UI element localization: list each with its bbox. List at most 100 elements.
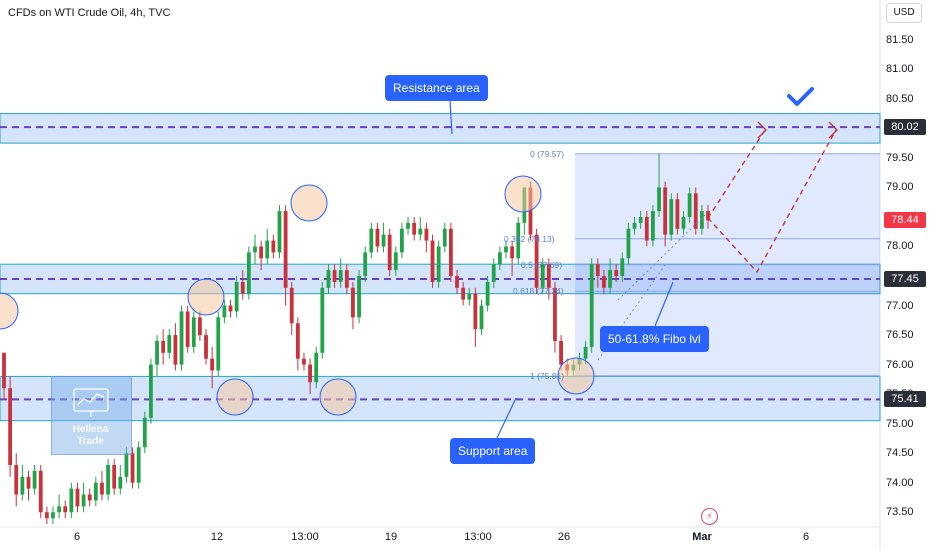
support-pointer xyxy=(496,397,517,439)
candle-body xyxy=(436,246,441,282)
candle-body xyxy=(100,482,104,495)
candle-body xyxy=(614,270,619,276)
candle-body xyxy=(81,494,86,507)
candle-body xyxy=(687,193,692,217)
check-icon xyxy=(787,87,814,106)
highlight-circle-6 xyxy=(557,357,595,395)
fib-level-label: 0.618 (77.24) xyxy=(513,286,564,297)
candle-body xyxy=(504,246,508,253)
candle-body xyxy=(8,388,13,465)
candles-layer xyxy=(2,153,710,525)
price-badge: 75.41 xyxy=(884,391,926,408)
candle-body xyxy=(44,512,49,519)
candle-body xyxy=(510,246,515,259)
candle-body xyxy=(191,317,196,347)
fibo-pointer xyxy=(654,281,674,327)
candle-body xyxy=(651,211,655,241)
candle-body xyxy=(246,252,251,294)
candle-body xyxy=(173,335,178,365)
candle-body xyxy=(455,276,459,288)
candle-body xyxy=(265,240,270,259)
candle-body xyxy=(302,358,306,365)
y-tick-label: 81.00 xyxy=(886,63,914,76)
candle-body xyxy=(149,364,153,418)
currency-button[interactable]: USD xyxy=(886,3,922,23)
support-callout: Support area xyxy=(450,438,536,464)
candle-body xyxy=(326,270,331,288)
candle-body xyxy=(675,199,680,229)
candle-body xyxy=(387,234,392,271)
highlight-circle-1 xyxy=(187,278,225,316)
candle-body xyxy=(51,512,55,519)
candle-body xyxy=(320,287,325,353)
candle-body xyxy=(375,228,380,247)
candle-body xyxy=(338,270,343,282)
candle-body xyxy=(681,216,686,229)
fibo-callout: 50-61.8% Fibo lvl xyxy=(600,326,709,352)
candle-body xyxy=(706,211,710,221)
highlight-circle-4 xyxy=(319,378,357,416)
candle-body xyxy=(559,340,563,365)
candle-body xyxy=(332,270,337,282)
candle-body xyxy=(222,305,227,318)
x-tick-label: 13:00 xyxy=(464,531,492,543)
candle-body xyxy=(448,228,453,276)
candle-body xyxy=(491,264,496,282)
x-tick-label: Mar xyxy=(692,531,712,543)
candle-body xyxy=(479,305,484,330)
candle-body xyxy=(546,264,551,288)
candle-body xyxy=(234,281,239,312)
candle-body xyxy=(210,358,215,371)
candle-body xyxy=(699,211,704,229)
logo-text-line1: Hellena xyxy=(72,424,109,435)
lightning-icon[interactable]: ⚡ xyxy=(701,508,718,525)
candle-body xyxy=(20,476,25,495)
price-badge: 80.02 xyxy=(884,119,926,136)
candle-body xyxy=(400,228,404,253)
trend-dotted-2 xyxy=(617,214,706,301)
arrow-head-b xyxy=(757,121,767,139)
candle-body xyxy=(393,252,398,271)
candle-body xyxy=(124,453,129,477)
resistance-callout: Resistance area xyxy=(385,75,488,101)
candle-body xyxy=(118,476,123,489)
y-tick-label: 78.00 xyxy=(886,240,914,253)
candle-body xyxy=(351,287,355,318)
price-badge: 78.44 xyxy=(884,212,926,229)
candle-body xyxy=(277,211,282,253)
candle-body xyxy=(63,506,68,513)
resistance-pointer xyxy=(449,100,453,135)
candle-body xyxy=(75,488,80,507)
highlight-circle-5 xyxy=(504,175,542,213)
x-tick-label: 26 xyxy=(557,531,571,543)
candle-body xyxy=(669,199,674,235)
y-tick-label: 76.00 xyxy=(886,358,914,371)
candle-body xyxy=(626,228,631,259)
chart-icon xyxy=(73,388,109,417)
x-tick-label: 13:00 xyxy=(291,531,319,543)
candle-body xyxy=(93,482,98,501)
candle-body xyxy=(216,317,221,371)
candle-body xyxy=(308,364,312,383)
candle-body xyxy=(595,264,600,276)
candle-body xyxy=(136,447,141,483)
candle-body xyxy=(197,317,202,336)
candle-body xyxy=(253,246,257,253)
candle-body xyxy=(161,340,166,353)
candle-body xyxy=(38,470,43,513)
candle-body xyxy=(663,187,668,235)
candle-body xyxy=(87,494,92,501)
watermark-logo xyxy=(51,376,132,455)
projection-path-a xyxy=(707,129,837,274)
candle-body xyxy=(497,252,502,265)
candle-body xyxy=(620,258,625,276)
candle-body xyxy=(271,240,276,253)
candle-body xyxy=(2,352,6,389)
candle-body xyxy=(26,476,31,489)
arrow-head-a xyxy=(828,121,838,139)
y-tick-label: 76.50 xyxy=(886,329,914,342)
y-tick-label: 74.00 xyxy=(886,476,914,489)
chart-title: CFDs on WTI Crude Oil, 4h, TVC xyxy=(8,7,171,19)
